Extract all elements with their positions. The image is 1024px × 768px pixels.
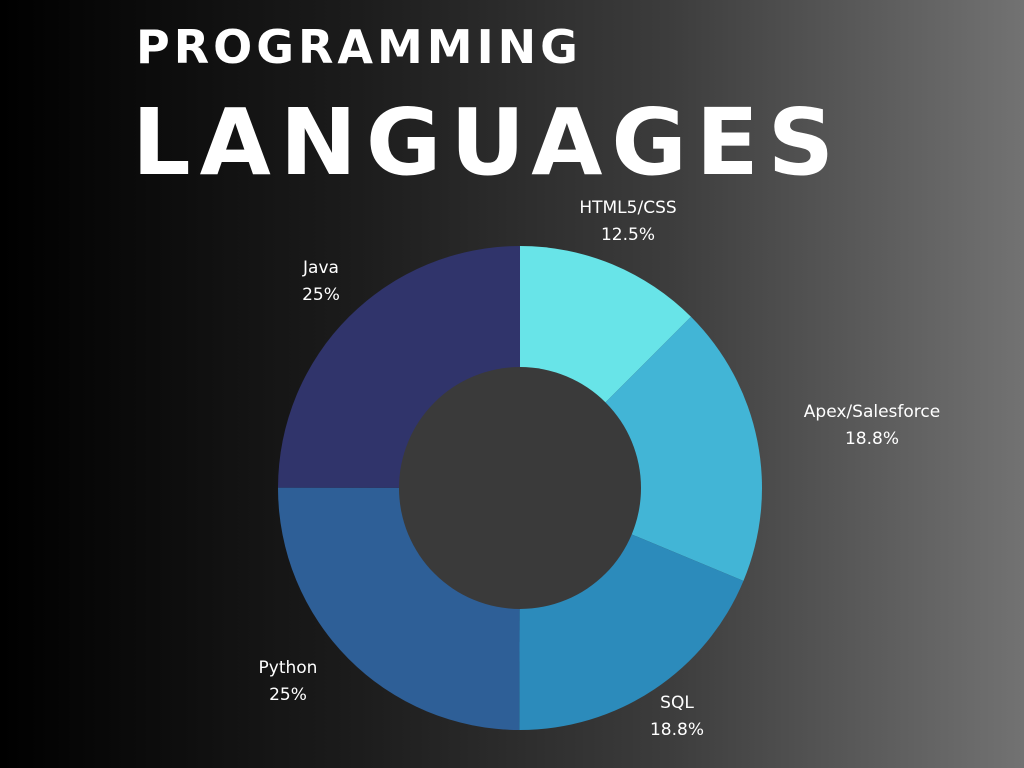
title-line-2: LANGUAGES	[132, 89, 844, 196]
slice-label-html5-css: HTML5/CSS	[579, 198, 676, 218]
slice-value-sql: 18.8%	[650, 720, 704, 740]
slice-label-java: Java	[302, 258, 339, 278]
slice-label-apex-salesforce: Apex/Salesforce	[804, 402, 940, 422]
slice-value-python: 25%	[269, 685, 307, 705]
slice-label-sql: SQL	[660, 693, 694, 713]
title-line-1: PROGRAMMING	[136, 20, 582, 74]
slice-label-python: Python	[259, 658, 318, 678]
slice-value-html5-css: 12.5%	[601, 225, 655, 245]
slice-value-apex-salesforce: 18.8%	[845, 429, 899, 449]
slice-value-java: 25%	[302, 285, 340, 305]
slice-apex-salesforce	[520, 316, 762, 581]
donut-hole	[399, 367, 641, 609]
slice-labels: HTML5/CSS 12.5% Apex/Salesforce 18.8% SQL 18.…	[259, 198, 941, 740]
